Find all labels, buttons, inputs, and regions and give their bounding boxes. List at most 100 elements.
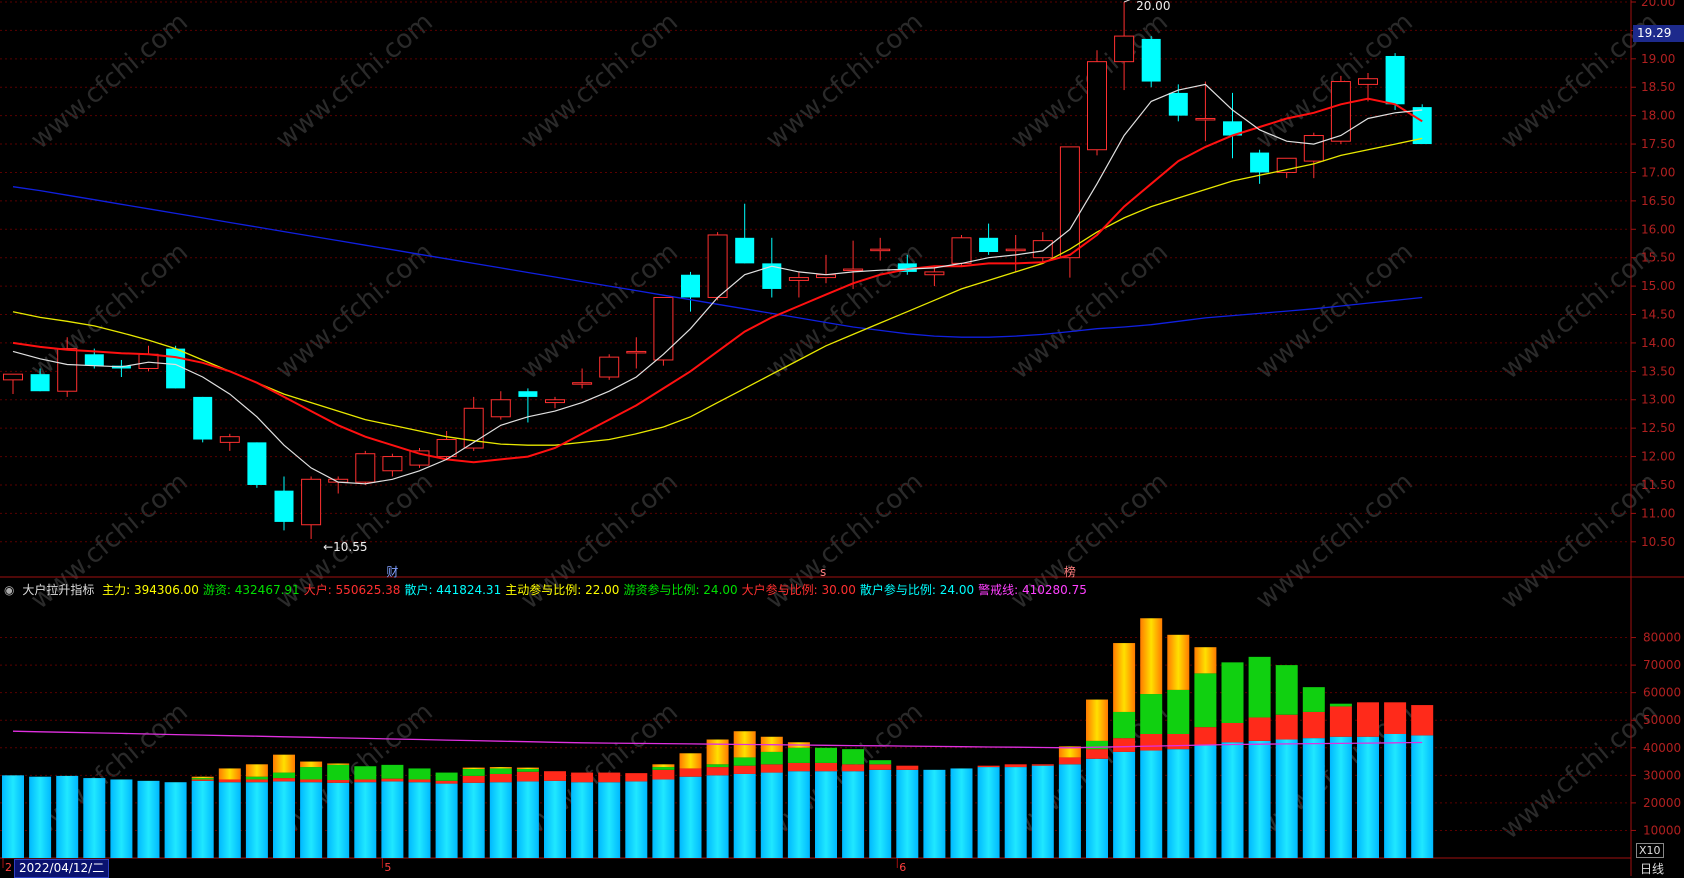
volume-main-segment [1194,647,1217,674]
watermark-text: www.cfchi.com [270,7,439,155]
volume-big-segment [1004,764,1027,768]
volume-big-segment [218,779,241,783]
volume-retail-segment [462,782,485,858]
volume-tick-label: 20000 [1643,796,1681,810]
volume-big-segment [625,773,648,782]
volume-big-segment [706,767,729,776]
indicator-item: 主动参与比例: 22.00 [505,583,620,597]
volume-big-segment [435,780,458,784]
indicator-item: 游资参与比例: 24.00 [623,583,738,597]
indicator-collapse-icon[interactable]: ◉ [4,583,15,597]
volume-hot-segment [462,768,485,776]
volume-retail-segment [679,776,702,858]
price-tick-label: 20.00 [1641,0,1675,9]
price-tick-label: 10.50 [1641,535,1675,549]
volume-retail-segment [706,775,729,858]
volume-hot-segment [516,768,539,772]
volume-retail-segment [273,781,295,858]
event-marker: 榜 [1064,564,1076,579]
watermark-text: www.cfchi.com [1495,237,1664,385]
volume-retail-segment [137,780,160,858]
candle-body-down [247,442,267,485]
candle-body-down [1385,55,1405,105]
scale-badge[interactable]: X10 [1636,843,1664,858]
candle-body-up [1358,78,1378,85]
volume-big-segment [191,779,214,781]
volume-hot-segment [1302,687,1325,712]
volume-retail-segment [2,775,24,858]
volume-tick-label: 10000 [1643,823,1681,837]
event-marker: 财 [386,565,398,579]
volume-big-segment [815,762,837,772]
price-tick-label: 11.50 [1641,478,1675,492]
price-tick-label: 17.50 [1641,137,1675,151]
month-label: 6 [899,861,906,874]
volume-hot-segment [245,776,268,780]
volume-hot-segment [1221,662,1244,723]
volume-big-segment [1221,722,1244,743]
volume-retail-segment [516,781,539,858]
price-axis: 20.0019.5019.0018.5018.0017.5017.0016.50… [1631,0,1681,837]
candle-body-up [1195,117,1216,121]
price-tick-label: 12.00 [1641,450,1675,464]
volume-retail-segment [327,782,350,858]
price-annotations: 20.00 ←10.55 财 s 榜 [323,0,1170,579]
volume-big-segment [408,779,431,783]
candle-body-down [1168,92,1188,116]
watermark-text: www.cfchi.com [25,7,194,155]
volume-hot-segment [1086,740,1108,750]
price-tick-label: 18.50 [1641,80,1675,94]
volume-retail-segment [1140,750,1163,858]
volume-retail-segment [733,773,756,858]
candle-body-down [518,391,538,397]
candle-body-down [274,490,294,522]
volume-main-segment [273,754,295,773]
ma10-line [12,97,1423,464]
candle-body-down [762,263,782,289]
price-tick-label: 16.50 [1641,194,1675,208]
candle-body-up [1005,248,1026,252]
watermark-text: www.cfchi.com [515,7,684,155]
volume-retail-segment [923,769,946,858]
candle-body-up [626,350,647,354]
volume-big-segment [1140,734,1163,751]
volume-retail-segment [977,767,1000,858]
volume-main-segment [516,767,539,769]
high-pointer [1123,0,1131,3]
candle-body-down [735,237,755,264]
volume-hot-segment [652,767,675,770]
volume-hot-segment [300,767,323,780]
volume-big-segment [273,778,295,782]
volume-tick-label: 40000 [1643,741,1681,755]
volume-retail-segment [1384,734,1407,858]
candle-body-down [1141,38,1161,82]
candle-body-up [843,268,864,272]
period-label[interactable]: 日线 [1639,862,1664,876]
volume-hot-segment [787,747,810,763]
candle-body-down [84,354,104,366]
indicator-item: 散户: 441824.31 [404,583,502,597]
volume-hot-segment [760,751,783,765]
ma5-line [12,83,1423,485]
candle-body-up [1330,81,1351,142]
month-label: 5 [384,861,391,874]
volume-main-segment [327,763,350,765]
volume-main-segment [679,753,702,769]
volume-retail-segment [1167,749,1190,858]
volume-hot-segment [408,768,431,780]
volume-hot-segment [1140,694,1163,734]
volume-big-segment [516,771,539,782]
volume-retail-segment [1004,767,1027,858]
candle-body-up [1032,240,1053,259]
candle-body-up [355,453,376,483]
volume-main-segment [300,761,323,768]
volume-retail-segment [760,772,783,858]
candle-body-up [219,436,240,443]
candle-body-up [572,382,593,385]
watermark-text: www.cfchi.com [1495,467,1664,615]
indicator-name[interactable]: 大户拉升指标 [22,583,95,597]
volume-big-segment [652,769,675,780]
indicator-legend: ◉ 大户拉升指标 主力: 394306.00 游资: 432467.91 大户: 5… [0,581,1095,599]
high-price-label: 20.00 [1136,0,1170,13]
